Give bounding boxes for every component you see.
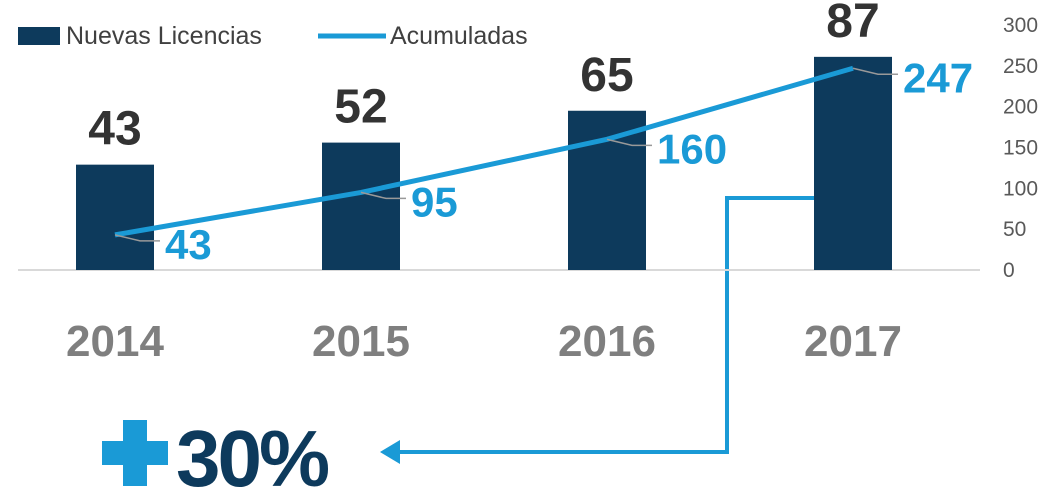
y2-tick-label: 100 <box>1003 177 1038 200</box>
legend-label: Nuevas Licencias <box>66 22 262 50</box>
annotation-arrow <box>395 196 846 454</box>
bar-value-label: 87 <box>826 0 879 48</box>
bar-value-label: 65 <box>580 49 633 102</box>
x-tick-label: 2017 <box>804 317 902 366</box>
legend-label: Acumuladas <box>390 22 528 50</box>
y2-tick-label: 150 <box>1003 137 1038 160</box>
leader-line <box>852 67 898 76</box>
bar <box>76 164 154 270</box>
bar-value-label: 52 <box>334 81 387 134</box>
plus-icon <box>102 420 168 486</box>
line-value-label: 43 <box>165 221 212 268</box>
bar <box>568 110 646 270</box>
leader-line <box>114 234 160 242</box>
bar <box>322 142 400 270</box>
annotation: 30% <box>176 414 329 491</box>
x-tick-label: 2016 <box>558 317 656 366</box>
bar-value-label: 43 <box>88 103 141 156</box>
y2-tick-label: 50 <box>1003 218 1026 241</box>
legend-swatch <box>18 27 60 45</box>
leader-line <box>606 138 652 147</box>
x-tick-label: 2015 <box>312 317 410 366</box>
x-tick-label: 2014 <box>66 317 164 366</box>
line <box>114 65 854 238</box>
y2-tick-label: 200 <box>1003 96 1038 119</box>
y2-tick-label: 300 <box>1003 14 1038 37</box>
line-value-label: 95 <box>411 178 458 225</box>
bar <box>814 56 892 270</box>
y2-tick-label: 250 <box>1003 55 1038 78</box>
y2-tick-label: 0 <box>1003 259 1015 282</box>
leader-line <box>360 191 406 200</box>
line-value-label: 247 <box>903 54 973 101</box>
arrow-head <box>380 440 400 464</box>
line-value-label: 160 <box>657 125 727 172</box>
